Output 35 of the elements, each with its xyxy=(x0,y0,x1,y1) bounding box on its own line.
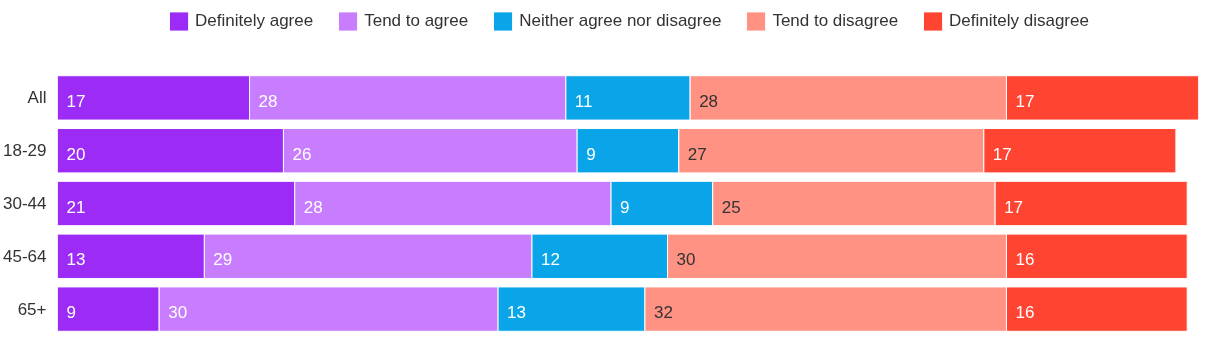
data-label: 17 xyxy=(66,91,86,111)
data-label: 9 xyxy=(620,197,630,217)
y-tick-label: 65+ xyxy=(17,299,47,319)
data-label: 30 xyxy=(676,250,696,270)
data-label: 17 xyxy=(1004,197,1024,217)
legend-label: Definitely agree xyxy=(195,11,314,31)
data-label: 28 xyxy=(699,91,719,111)
data-label: 20 xyxy=(66,144,86,164)
data-label: 29 xyxy=(213,250,233,270)
legend-label: Tend to agree xyxy=(364,11,469,31)
data-label: 28 xyxy=(303,197,323,217)
data-label: 13 xyxy=(507,303,527,323)
data-label: 11 xyxy=(574,91,593,111)
data-label: 21 xyxy=(66,197,86,217)
data-label: 13 xyxy=(66,250,86,270)
legend-label: Neither agree nor disagree xyxy=(519,11,722,31)
data-label: 9 xyxy=(66,303,76,323)
data-label: 16 xyxy=(1015,250,1035,270)
data-label: 17 xyxy=(1015,91,1035,111)
y-tick-label: 18-29 xyxy=(3,141,47,161)
data-label: 27 xyxy=(687,144,707,164)
legend-label: Definitely disagree xyxy=(949,11,1089,31)
y-tick-label: All xyxy=(27,88,47,108)
data-label: 12 xyxy=(540,250,560,270)
data-label: 28 xyxy=(258,91,278,111)
data-label: 32 xyxy=(653,303,673,323)
data-label: 25 xyxy=(721,197,741,217)
data-label: 16 xyxy=(1015,303,1035,323)
legend-label: Tend to disagree xyxy=(772,11,899,31)
data-label: 26 xyxy=(292,144,312,164)
y-tick-label: 45-64 xyxy=(3,246,47,266)
data-label: 17 xyxy=(992,144,1012,164)
y-tick-label: 30-44 xyxy=(3,194,47,213)
data-label: 9 xyxy=(586,144,596,164)
data-label: 30 xyxy=(168,303,188,323)
